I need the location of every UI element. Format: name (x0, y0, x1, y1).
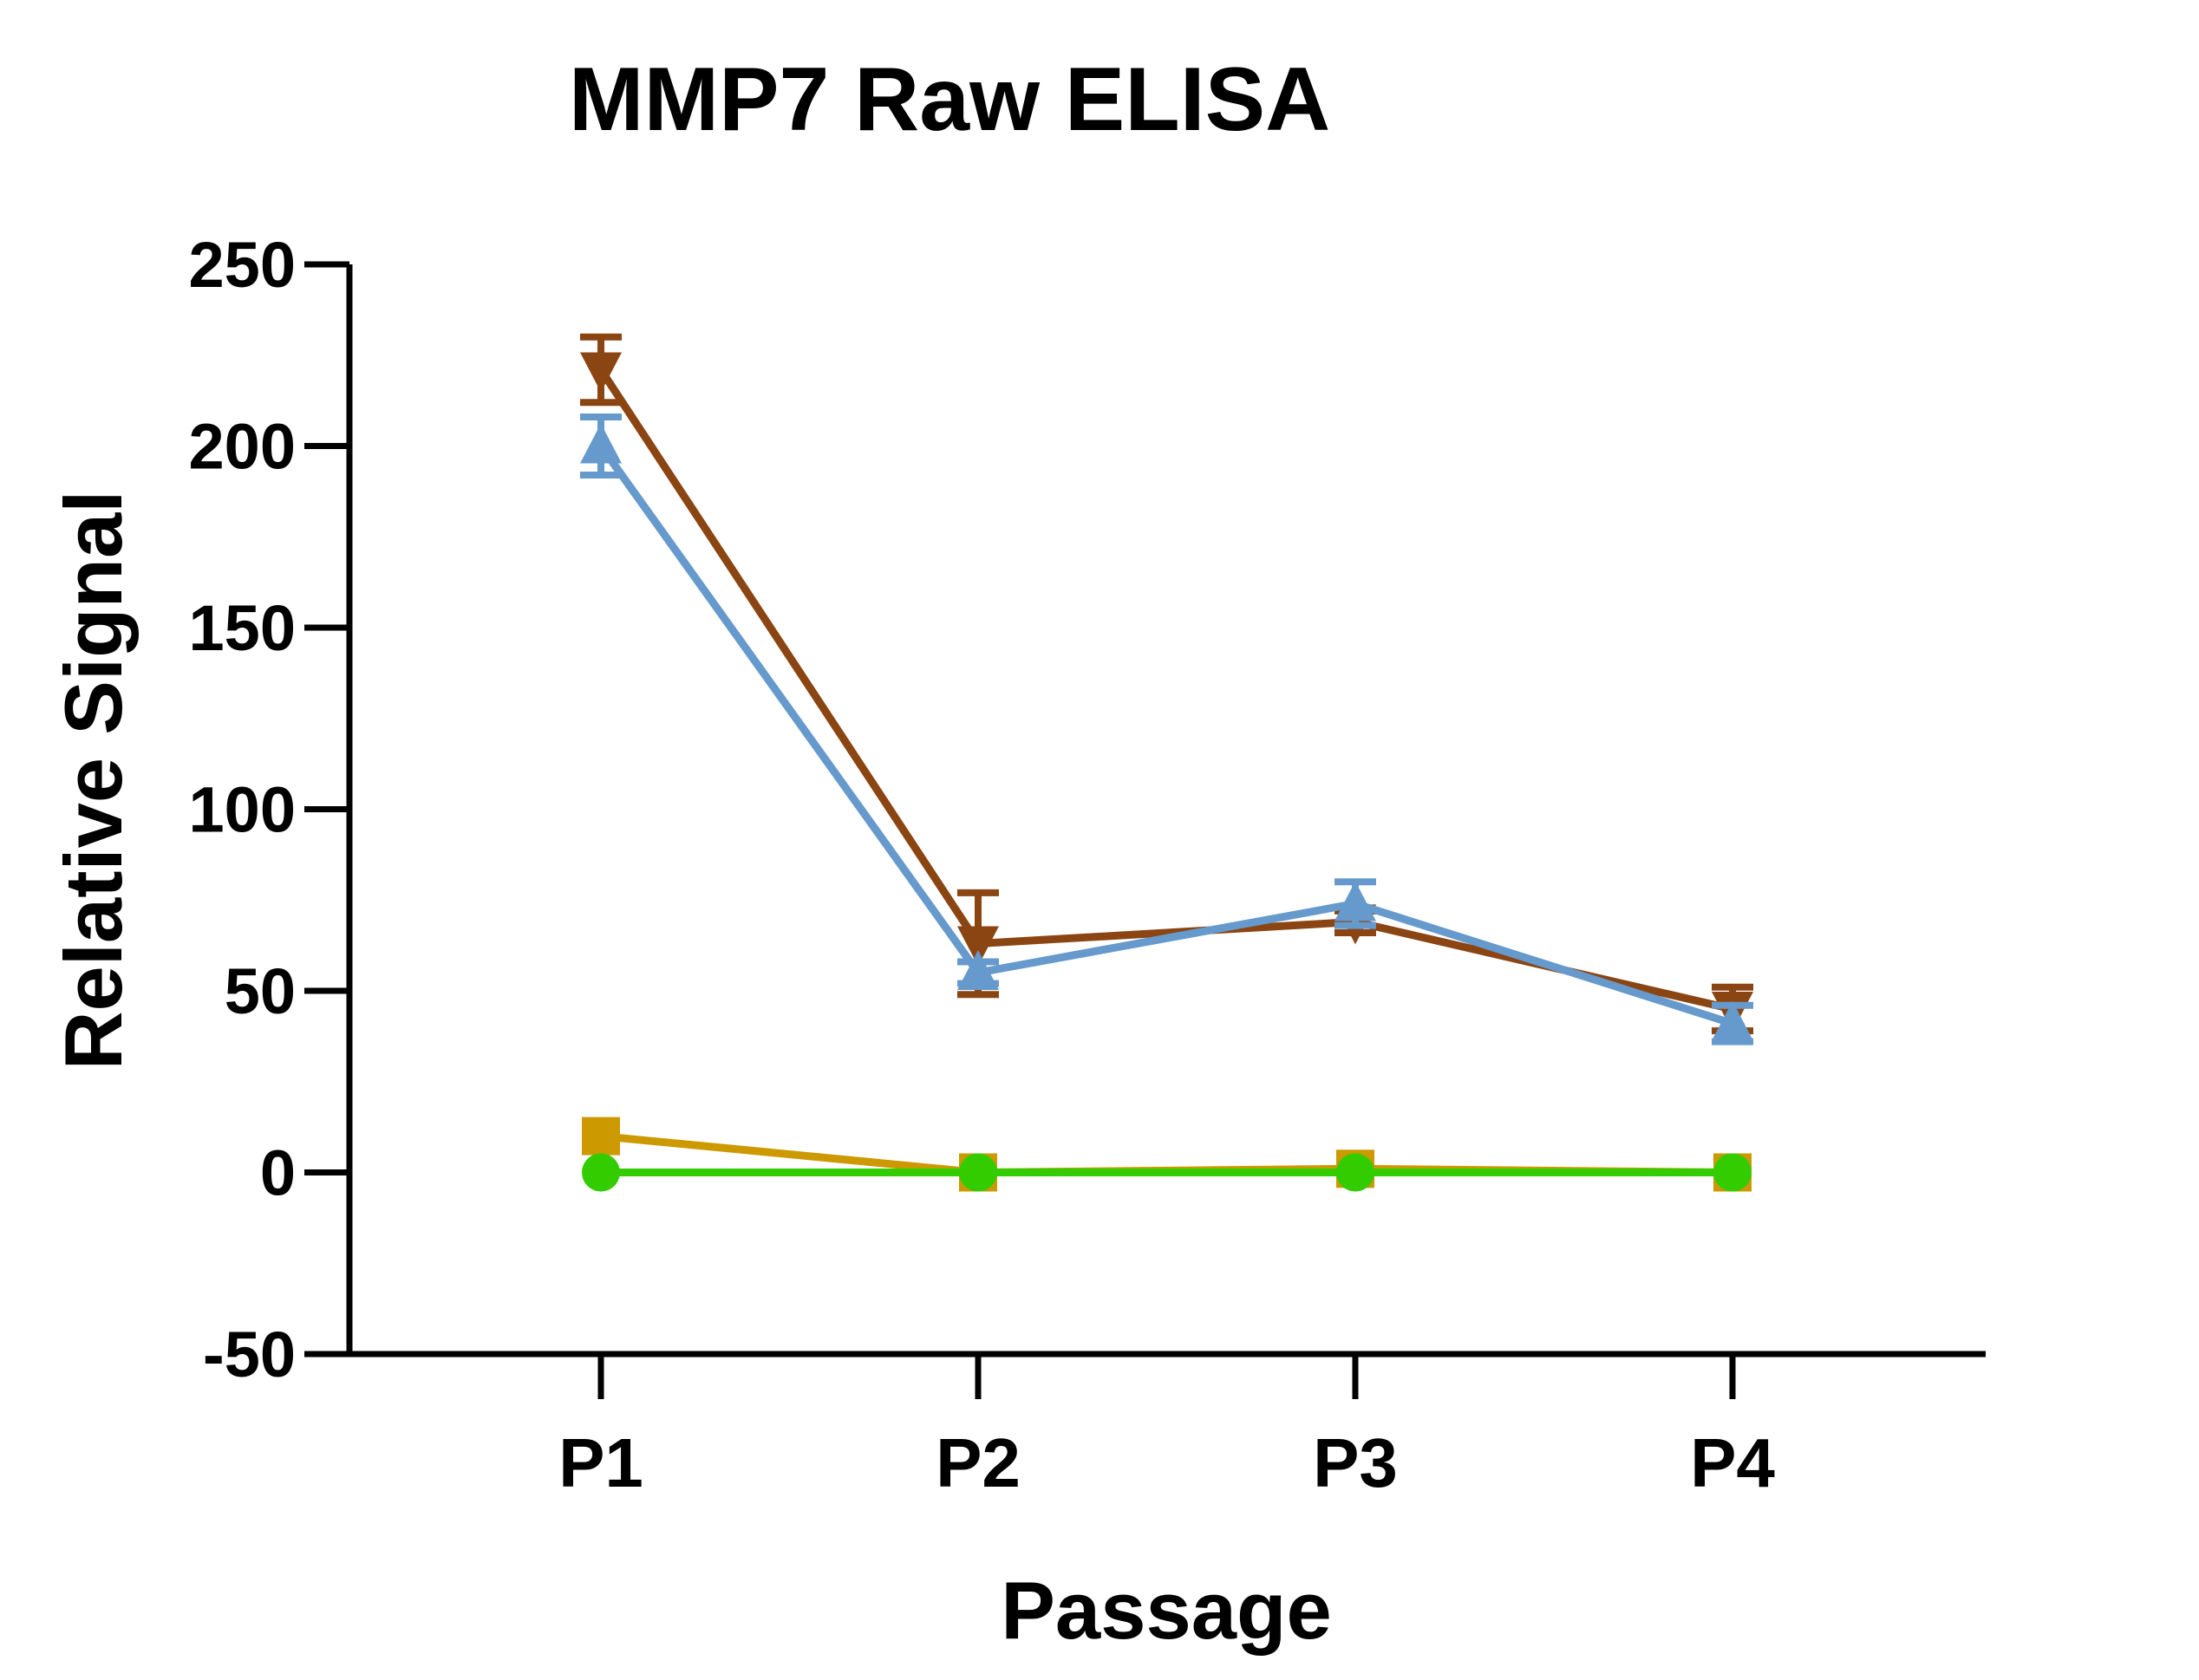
chart-title: MMP7 Raw ELISA (569, 49, 1330, 150)
data-point (1713, 1153, 1752, 1192)
series-1 (580, 333, 1753, 1035)
data-point (580, 423, 622, 464)
y-tick-label: 200 (189, 411, 296, 483)
data-point (957, 926, 999, 967)
y-tick-label: 100 (189, 774, 296, 846)
series-3 (582, 1117, 1752, 1192)
data-point (957, 950, 999, 991)
series-line (597, 443, 1734, 1027)
data-point (580, 352, 622, 393)
y-tick-label: 50 (225, 955, 296, 1027)
y-tick-label: 150 (189, 592, 296, 664)
series-2 (580, 413, 1753, 1045)
y-tick-label: -50 (203, 1319, 296, 1390)
y-tick-label: 0 (260, 1137, 296, 1209)
series-line (600, 1132, 1733, 1176)
data-point (582, 1117, 620, 1156)
y-axis-title: Relative Signal (48, 491, 139, 1071)
x-tick-label: P4 (1690, 1424, 1775, 1501)
x-tick-label: P1 (558, 1424, 643, 1501)
data-point (1336, 1153, 1374, 1192)
data-point (1334, 881, 1376, 921)
series-layer (580, 333, 1753, 1192)
x-axis-title: Passage (1001, 1565, 1332, 1656)
x-tick-label: P3 (1313, 1424, 1398, 1501)
x-tick-label: P2 (936, 1424, 1021, 1501)
axes: -50 0 50 100 150 200 250 P1 P2 P3 P4 (189, 229, 1986, 1501)
data-point (582, 1153, 620, 1192)
data-point (1712, 1000, 1753, 1041)
data-point (959, 1153, 997, 1192)
series-4 (582, 1153, 1752, 1192)
y-tick-label: 250 (189, 229, 296, 301)
